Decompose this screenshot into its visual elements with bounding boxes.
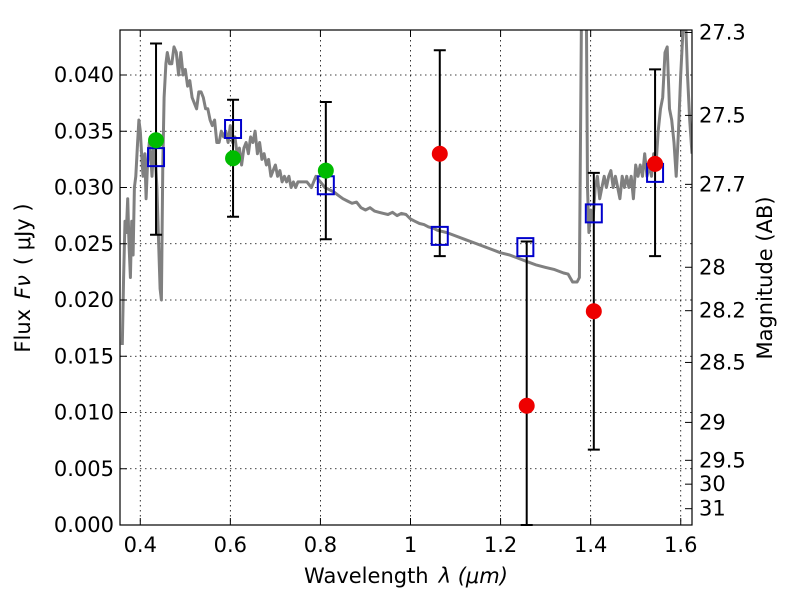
x-tick-label: 1 xyxy=(404,533,417,557)
right-tick-label: 30 xyxy=(699,472,726,496)
x-tick-label: 0.8 xyxy=(304,533,337,557)
observed-nir-point xyxy=(647,155,664,172)
x-axis-label-main: Wavelength xyxy=(304,564,429,588)
y-tick-label: 0.030 xyxy=(54,176,114,200)
model-photometry-square xyxy=(516,237,535,258)
observed-optical-point xyxy=(148,132,165,149)
y-axis-label: Flux Fν ( μJy ) xyxy=(11,203,35,352)
x-tick-label: 1.4 xyxy=(574,533,607,557)
y-tick-label: 0.015 xyxy=(54,344,114,368)
y-tick-label: 0.020 xyxy=(54,288,114,312)
y-tick-label: 0.010 xyxy=(54,401,114,425)
x-axis-label: Wavelength λ (μm) xyxy=(304,564,508,588)
right-tick-label: 27.7 xyxy=(699,172,746,196)
model-photometry-square xyxy=(584,203,603,224)
right-tick-label: 31 xyxy=(699,497,726,521)
model-photometry-square xyxy=(430,225,449,246)
plot-frame xyxy=(119,29,693,526)
observed-nir-point xyxy=(431,145,448,162)
x-axis-label-math: λ (μm) xyxy=(438,564,508,588)
x-tick-label: 0.6 xyxy=(214,533,247,557)
observed-nir-point xyxy=(585,303,602,320)
y-tick-label: 0.035 xyxy=(54,119,114,143)
y-tick-label: 0.040 xyxy=(54,63,114,87)
right-tick-label: 28.2 xyxy=(699,299,746,323)
right-tick-label: 28 xyxy=(699,255,726,279)
y-axis-label-main: Flux xyxy=(11,309,35,353)
x-tick-label: 1.6 xyxy=(664,533,697,557)
model-photometry-square xyxy=(224,119,243,139)
observed-optical-point xyxy=(225,150,242,167)
y-tick-label: 0.025 xyxy=(54,232,114,256)
y-axis-label-math: Fν xyxy=(11,275,35,299)
plot-background xyxy=(120,30,692,525)
series-layer xyxy=(120,30,692,346)
x-tick-label: 0.4 xyxy=(124,533,157,557)
y-axis-label-unit: ( μJy ) xyxy=(11,203,35,265)
right-tick-label: 28.5 xyxy=(699,350,746,374)
model-sed-line xyxy=(120,30,692,346)
x-tick-label: 1.2 xyxy=(484,533,517,557)
y-tick-label: 0.005 xyxy=(54,457,114,481)
observed-nir-point xyxy=(518,397,535,414)
right-tick-label: 29.5 xyxy=(699,448,746,472)
right-tick-label: 29 xyxy=(699,410,726,434)
right-tick-label: 27.5 xyxy=(699,103,746,127)
right-tick-label: 27.3 xyxy=(699,20,746,44)
right-axis-label: Magnitude (AB) xyxy=(753,196,777,359)
observed-optical-point xyxy=(317,162,334,179)
y-tick-label: 0.000 xyxy=(54,513,114,537)
marker-layer xyxy=(147,42,665,526)
tick-layer: 0.4 0.6 0.8 1 1.2 1.4 1.6 0.000 0.005 0.010 0.015 0… xyxy=(54,20,746,557)
